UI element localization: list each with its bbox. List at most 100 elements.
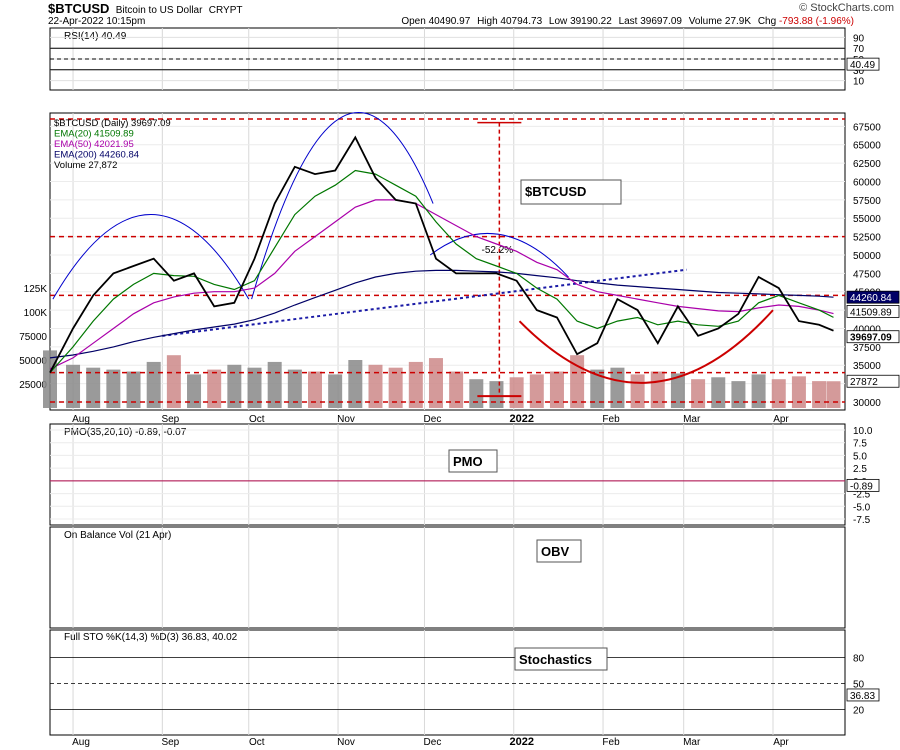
low-value: 39190.22 [570, 16, 612, 27]
price-tick-label: 67500 [853, 122, 881, 133]
rsi-value-badge-text: 40.49 [850, 60, 875, 71]
obv-annotation-text: OBV [541, 544, 570, 559]
rounding-bottom-arc [518, 309, 774, 384]
pmo-tick-label: -7.5 [853, 515, 871, 526]
pmo-tick-label: -2.5 [853, 490, 871, 501]
ema50-line [49, 199, 834, 370]
rsi-tick-label: 10 [853, 77, 865, 88]
volume-bar [469, 379, 484, 408]
volume-bar [267, 361, 282, 408]
value-badge-text: 27872 [850, 377, 878, 388]
sto-tick-label: 20 [853, 706, 865, 717]
pmo-value-badge [846, 478, 880, 492]
panel-frame-obv [49, 526, 846, 629]
x-tick-label: Nov [337, 737, 355, 748]
left-shoulder-arc [52, 214, 250, 300]
volume-bar [106, 369, 121, 408]
x-tick-label: Dec [424, 737, 442, 748]
value-badge [846, 374, 900, 388]
value-badge [846, 290, 900, 304]
price-tick-label: 57500 [853, 196, 881, 207]
chg-value: -793.88 (-1.96%) [778, 16, 854, 27]
quote-line: Open 40490.97 High 40794.73 Low 39190.22… [401, 16, 854, 27]
last-value: 39697.09 [640, 16, 682, 27]
volume-bar [549, 371, 564, 408]
value-badge [846, 330, 900, 344]
x-tick-label: Aug [72, 737, 90, 748]
volume-bar [368, 364, 383, 408]
chg-label: Chg [757, 16, 777, 27]
price-line [49, 135, 834, 374]
pmo-tick-label: 10.0 [853, 426, 873, 437]
high-label: High [477, 16, 498, 27]
volume-bar [66, 364, 81, 408]
price-tick-label: 30000 [853, 398, 881, 409]
volume-bar [126, 371, 141, 408]
ema20-line [49, 169, 834, 374]
volume-bar [610, 367, 625, 408]
volume-bar [247, 367, 262, 408]
volume-bar [187, 374, 202, 408]
head-arc [251, 112, 434, 300]
low-label: Low [548, 16, 568, 27]
volume-tick-label: 75000 [19, 332, 47, 343]
volume-bar [670, 373, 685, 408]
open-value: 40490.97 [428, 16, 471, 27]
volume-bar [428, 358, 443, 408]
volume-bar [731, 381, 746, 408]
volume-bar [287, 369, 302, 408]
quote-datetime: 22-Apr-2022 10:15pm [48, 16, 146, 27]
volume-tick-label: 50000 [19, 356, 47, 367]
rsi-label: RSI(14) 40.49 [64, 31, 127, 42]
x-tick-label: Mar [683, 414, 701, 425]
volume-bar [43, 350, 57, 408]
legend-entry: EMA(20) 41509.89 [54, 129, 134, 140]
rsi-tick-label: 30 [853, 66, 865, 77]
x-tick-label: Nov [337, 414, 355, 425]
legend-entry: EMA(200) 44260.84 [54, 150, 139, 161]
chart-header-left: $BTCUSD Bitcoin to US Dollar CRYPT [48, 1, 243, 16]
volume-bar [691, 379, 706, 408]
volume-bar [630, 374, 645, 408]
legend-entry: $BTCUSD (Daily) 39697.09 [54, 118, 171, 129]
percent-drop-label: -52.2% [482, 245, 514, 256]
volume-bar [791, 376, 806, 408]
x-tick-label: Apr [773, 737, 789, 748]
x-tick-label: Oct [249, 737, 265, 748]
obv-annotation-box [536, 539, 582, 563]
obv-panel: On Balance Vol (21 Apr) OBV [64, 530, 582, 563]
volume-tick-label: 125K [24, 284, 48, 295]
x-tick-label: Apr [773, 414, 789, 425]
pmo-annotation-text: PMO [453, 454, 483, 469]
volume-tick-label: 100K [24, 308, 48, 319]
volume-bar [408, 361, 423, 408]
panel-frames [49, 27, 846, 736]
volume-bar [388, 367, 403, 408]
x-tick-label: Aug [72, 414, 90, 425]
price-tick-label: 50000 [853, 251, 881, 262]
volume-bar [590, 369, 605, 408]
pmo-panel: PMO(35,20,10) -0.89, -0.07 10.0 7.55.0 2.5… [50, 426, 880, 526]
obv-label: On Balance Vol (21 Apr) [64, 530, 171, 541]
value-badge [846, 305, 900, 318]
volume-tick-label: 25000 [19, 380, 47, 391]
volume-bar [489, 381, 504, 408]
volume-bar [166, 355, 181, 408]
last-label: Last [618, 16, 638, 27]
volume-bar [308, 371, 322, 408]
price-annotation-box [520, 179, 622, 205]
x-tick-label: Dec [424, 414, 442, 425]
volume-bar [227, 364, 242, 408]
price-panel: 67500 65000 62500 60000 57500 55000 52500 50000… [19, 112, 900, 409]
neckline-dotted [162, 268, 687, 337]
volume-bar [348, 360, 363, 408]
volume-bar [826, 381, 841, 408]
pmo-annotation-box [448, 449, 498, 473]
legend-entry: Volume 27,872 [54, 160, 117, 171]
sto-label: Full STO %K(14,3) %D(3) 36.83, 40.02 [64, 632, 238, 643]
sto-annotation-box [514, 647, 608, 671]
x-tick-label: Oct [249, 414, 265, 425]
instrument-name: Bitcoin to US Dollar [115, 5, 203, 16]
sto-annotation-text: Stochastics [519, 652, 592, 667]
exchange-label: CRYPT [208, 5, 243, 16]
